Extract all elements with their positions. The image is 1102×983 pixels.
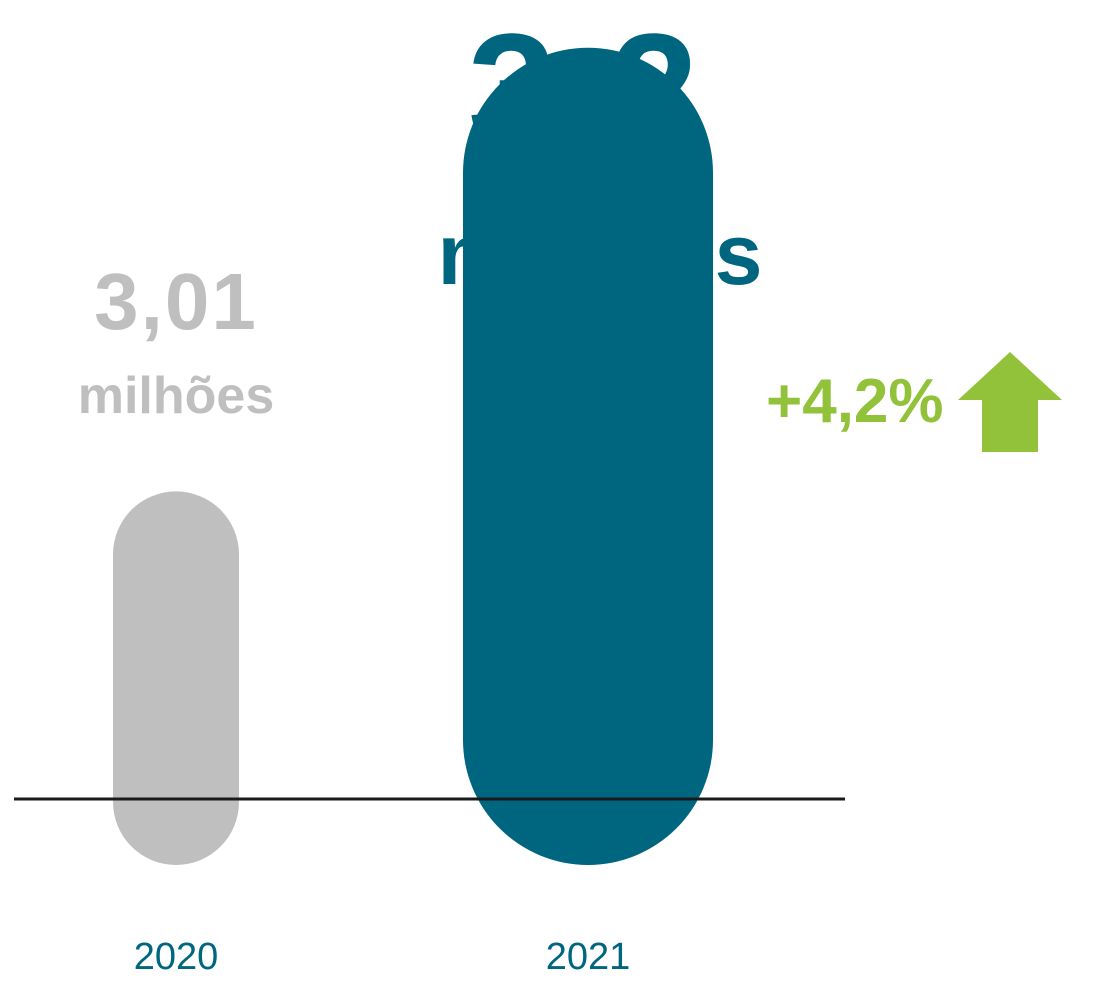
bar-2021	[463, 47, 713, 865]
x-tick-label-2020: 2020	[133, 936, 219, 978]
change-indicator: +4,2%	[766, 352, 1062, 452]
data-label-2020-unit: milhões	[77, 367, 275, 425]
data-label-2021-value: 3,2	[467, 0, 703, 179]
up-arrow-icon	[957, 352, 1062, 452]
data-label-2021-unit: milhões	[437, 207, 763, 303]
data-label-2020-value: 3,01	[94, 257, 258, 346]
change-percentage: +4,2%	[766, 367, 944, 436]
bar-2020	[113, 491, 239, 865]
x-tick-label-2021: 2021	[545, 936, 631, 978]
